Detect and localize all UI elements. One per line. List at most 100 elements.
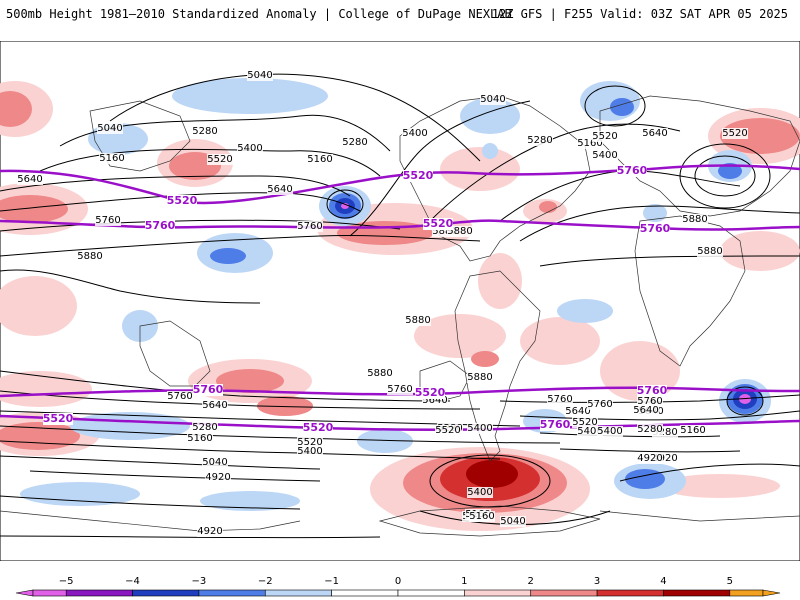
contour-label-bg bbox=[467, 487, 493, 498]
reference-contour-label: 5760 bbox=[540, 418, 571, 431]
height-contour-label: 5880 bbox=[77, 251, 102, 262]
contour-label-bg bbox=[697, 246, 723, 257]
positive-anomaly bbox=[478, 253, 522, 309]
contour-label-bg bbox=[547, 394, 573, 405]
height-contour-label: 5400 bbox=[467, 423, 492, 434]
negative-anomaly bbox=[482, 143, 498, 159]
negative-anomaly bbox=[557, 299, 613, 323]
reference-label-bg bbox=[637, 385, 667, 397]
height-contour-label: 5280 bbox=[342, 137, 367, 148]
height-contour-label: 5760 bbox=[587, 399, 612, 410]
negative-anomaly bbox=[643, 204, 667, 222]
colorbar-tick-label: −4 bbox=[125, 576, 140, 587]
negative-anomaly bbox=[210, 248, 246, 264]
colorbar-tick-label: 3 bbox=[594, 576, 600, 587]
height-contour-label: 5160 bbox=[469, 511, 494, 522]
height-contour-label: 5400 bbox=[297, 446, 322, 457]
contour-label-bg bbox=[597, 426, 623, 437]
reference-label-bg bbox=[423, 218, 453, 230]
height-contour-label: 5760 bbox=[167, 391, 192, 402]
positive-anomaly bbox=[471, 351, 499, 367]
contour-label-bg bbox=[435, 425, 461, 436]
height-contour-label: 5160 bbox=[187, 433, 212, 444]
reference-contour-label: 5760 bbox=[145, 219, 176, 232]
contour-label-bg bbox=[592, 150, 618, 161]
height-contour-label: 5280 bbox=[192, 126, 217, 137]
contour-label-bg bbox=[592, 131, 618, 142]
height-contour-label: 5400 bbox=[237, 143, 262, 154]
run-info: 12Z GFS | F255 Valid: 03Z SAT APR 05 202… bbox=[491, 7, 788, 21]
reference-contour-label: 5520 bbox=[423, 217, 454, 230]
contour-label-bg bbox=[637, 396, 663, 407]
colorbar-tick-label: −3 bbox=[192, 576, 207, 587]
height-contour-label: 5400 bbox=[577, 426, 602, 437]
height-contour-label: 5880 bbox=[467, 372, 492, 383]
reference-label-bg bbox=[617, 165, 647, 177]
colorbar-swatch bbox=[729, 589, 764, 597]
contour-label-bg bbox=[387, 384, 413, 395]
height-contour-label: 5280 bbox=[192, 422, 217, 433]
colorbar-tick-label: 4 bbox=[660, 576, 666, 587]
height-contour-label: 5040 bbox=[97, 123, 122, 134]
reference-label-bg bbox=[415, 387, 445, 399]
height-contour-label: 5880 bbox=[405, 315, 430, 326]
contour-label-bg bbox=[192, 126, 218, 137]
height-contour-label: 5520 bbox=[572, 417, 597, 428]
reference-label-bg bbox=[193, 384, 223, 396]
contour-label-bg bbox=[202, 400, 228, 411]
contour-label-bg bbox=[422, 395, 448, 406]
height-contour-label: 5280 bbox=[652, 427, 677, 438]
positive-anomaly bbox=[257, 396, 313, 416]
contour-label-bg bbox=[405, 315, 431, 326]
contour-label-bg bbox=[722, 128, 748, 139]
height-contour-label: 5640 bbox=[17, 174, 42, 185]
height-contour-label: 5520 bbox=[592, 131, 617, 142]
height-contour-label: 5040 bbox=[480, 94, 505, 105]
contour-label-bg bbox=[297, 437, 323, 448]
map-title: 500mb Height 1981–2010 Standardized Anom… bbox=[6, 7, 512, 21]
height-contour-label: 5400 bbox=[592, 150, 617, 161]
anomaly-map: 5040504051605280540051605280552050405400… bbox=[0, 41, 800, 561]
colorbar-swatch bbox=[132, 589, 200, 597]
negative-anomaly bbox=[357, 429, 413, 453]
reference-contour-label: 5520 bbox=[167, 194, 198, 207]
anomaly-colorbar: −5 −4 −3 −2 −1 0 1 2 3 4 5 bbox=[15, 576, 781, 597]
contour-label-bg bbox=[202, 457, 228, 468]
contour-label-bg bbox=[682, 214, 708, 225]
contour-label-bg bbox=[297, 221, 323, 232]
positive-anomaly bbox=[720, 118, 800, 154]
reference-label-bg bbox=[403, 170, 433, 182]
positive-anomaly bbox=[216, 369, 284, 393]
contour-label-bg bbox=[480, 94, 506, 105]
positive-anomaly bbox=[520, 317, 600, 365]
positive-anomaly bbox=[539, 201, 557, 213]
contour-label-bg bbox=[207, 154, 233, 165]
contour-label-bg bbox=[187, 433, 213, 444]
colorbar-ticks: −5 −4 −3 −2 −1 0 1 2 3 4 5 bbox=[59, 576, 733, 587]
contour-label-bg bbox=[527, 135, 553, 146]
contour-label-bg bbox=[192, 422, 218, 433]
contour-label-bg bbox=[565, 406, 591, 417]
reference-label-bg bbox=[145, 220, 175, 232]
height-contour-label: 4920 bbox=[637, 453, 662, 464]
contour-label-bg bbox=[637, 424, 663, 435]
height-contour-label: 5520 bbox=[722, 128, 747, 139]
contour-label-bg bbox=[17, 174, 43, 185]
contour-label-bg bbox=[572, 417, 598, 428]
reference-contour-label: 5760 bbox=[640, 222, 671, 235]
negative-anomaly bbox=[70, 412, 190, 440]
colorbar-swatch bbox=[663, 589, 731, 597]
height-contour-labels: 5040504051605280540051605280552050405400… bbox=[17, 70, 748, 537]
height-contour-label: 5760 bbox=[297, 221, 322, 232]
colorbar-swatch bbox=[397, 589, 465, 597]
reference-contour-label: 5760 bbox=[637, 384, 668, 397]
colorbar-swatch bbox=[32, 589, 67, 597]
height-contour-label: 5640 bbox=[633, 405, 658, 416]
reference-label-bg bbox=[540, 419, 570, 431]
height-contour-label: 4920 bbox=[197, 526, 222, 537]
contour-label-bg bbox=[402, 128, 428, 139]
contour-label-bg bbox=[297, 446, 323, 457]
positive-anomaly bbox=[466, 460, 518, 488]
header: 500mb Height 1981–2010 Standardized Anom… bbox=[0, 0, 800, 30]
